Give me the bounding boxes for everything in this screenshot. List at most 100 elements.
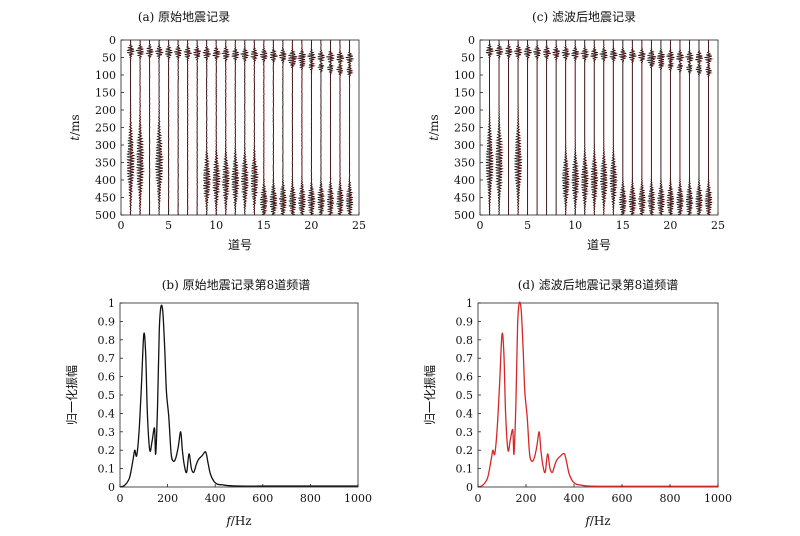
y-tick-label: 50	[102, 52, 116, 65]
x-tick-label: 0	[117, 492, 124, 505]
spectrum-line	[477, 301, 718, 488]
y-tick-label: 100	[95, 69, 116, 82]
trace-wiggle	[637, 40, 646, 216]
trace-wiggle	[154, 39, 164, 216]
trace-wiggle	[504, 39, 513, 215]
x-tick-label: 200	[157, 492, 178, 505]
y-tick-label: 250	[454, 122, 475, 135]
trace-wiggle	[656, 40, 666, 216]
x-tick-label: 400	[205, 492, 226, 505]
y-tick-label: 500	[95, 209, 116, 222]
x-tick-label: 15	[616, 219, 630, 232]
y-tick-label: 0.4	[98, 407, 116, 420]
trace-positive-fill	[225, 39, 231, 216]
y-tick-label: 300	[95, 139, 116, 152]
y-tick-label: 0.3	[98, 426, 116, 439]
y-tick-label: 0.6	[98, 371, 116, 384]
trace-positive-fill	[507, 39, 513, 215]
trace-positive-fill	[263, 39, 269, 215]
y-tick-label: 0.5	[456, 389, 474, 402]
x-tick-label: 0	[118, 219, 125, 232]
trace-wiggle	[221, 39, 231, 216]
trace-wiggle	[580, 40, 589, 216]
panel-d-title: (d) 滤波后地震记录第8道频谱	[518, 278, 679, 292]
panel-b-title: (b) 原始地震记录第8道频谱	[162, 278, 311, 292]
trace-wiggle	[135, 39, 145, 216]
x-tick-label: 400	[564, 492, 585, 505]
trace-wiggle	[240, 39, 249, 216]
trace-wiggle	[307, 39, 316, 216]
panel-a-title: (a) 原始地震记录	[138, 10, 230, 24]
y-tick-label: 400	[95, 174, 116, 187]
y-tick-label: 0.1	[98, 463, 116, 476]
trace-wiggle	[317, 39, 325, 216]
x-tick-label: 1000	[344, 492, 372, 505]
y-tick-label: 0.7	[98, 352, 116, 365]
trace-wiggle	[297, 39, 307, 216]
x-tick-label: 5	[165, 219, 172, 232]
x-axis-label: 道号	[587, 238, 611, 252]
trace-wiggle	[164, 39, 173, 216]
trace-wiggle	[590, 40, 599, 216]
trace-wiggle	[513, 39, 523, 216]
trace-wiggle	[193, 39, 201, 216]
trace-wiggle	[666, 40, 675, 216]
trace-wiggle	[125, 39, 136, 216]
trace-wiggle	[618, 40, 628, 216]
trace-positive-fill	[168, 39, 173, 216]
y-tick-label: 0	[108, 481, 115, 494]
trace-wiggle	[561, 40, 570, 216]
trace-wiggle	[646, 40, 657, 216]
trace-wiggle	[485, 39, 495, 216]
y-tick-label: 50	[461, 52, 475, 65]
x-tick-label: 10	[568, 219, 582, 232]
panel-a-seismic-original: (a) 原始地震记录 0 5 10 15 20 250501001502002503003…	[68, 10, 366, 252]
y-tick-label: 0.8	[98, 334, 116, 347]
x-tick-label: 5	[524, 219, 531, 232]
y-tick-label: 0.8	[456, 334, 474, 347]
spectrum-line	[119, 304, 358, 488]
x-tick-label: 10	[209, 219, 223, 232]
plot-frame	[477, 302, 719, 488]
trace-positive-fill	[622, 40, 628, 216]
y-tick-label: 0	[468, 34, 475, 47]
trace-positive-fill	[527, 39, 532, 215]
panel-b-spectrum-original: (b) 原始地震记录第8道频谱 0 200 400 600 800 1000 0 0.1 0.2…	[64, 278, 372, 528]
x-tick-label: 0	[477, 219, 484, 232]
x-tick-label: 600	[612, 492, 633, 505]
trace-positive-fill	[546, 39, 551, 215]
trace-wiggle	[259, 39, 268, 216]
y-tick-label: 200	[95, 104, 116, 117]
trace-positive-fill	[555, 40, 560, 215]
trace-wiggle	[174, 39, 182, 216]
trace-wiggle	[287, 39, 298, 216]
x-tick-label: 25	[352, 219, 366, 232]
trace-wiggle	[704, 40, 713, 216]
y-tick-label: 100	[454, 69, 475, 82]
x-tick-label: 0	[475, 492, 482, 505]
trace-wiggle	[326, 39, 335, 216]
x-axis-label: f/Hz	[225, 514, 251, 528]
x-tick-label: 800	[660, 492, 681, 505]
trace-wiggle	[599, 40, 608, 216]
panel-d-spectrum-filtered: (d) 滤波后地震记录第8道频谱 0 200 400 600 800 1000 0 0.1 0.…	[422, 278, 732, 528]
y-axis-label: 归一化振幅	[64, 365, 79, 425]
y-tick-label: 150	[454, 87, 475, 100]
x-axis-label: 道号	[228, 238, 252, 252]
trace-wiggle	[675, 40, 684, 216]
y-axis-label: t/ms	[68, 114, 82, 140]
y-tick-label: 350	[454, 157, 475, 170]
trace-wiggle	[552, 40, 560, 215]
trace-wiggle	[336, 39, 345, 216]
trace-wiggle	[212, 39, 221, 216]
y-axis-label: 归一化振幅	[422, 365, 437, 425]
trace-wiggle	[345, 39, 355, 216]
y-tick-label: 0.6	[456, 371, 474, 384]
y-tick-label: 0.2	[98, 444, 116, 457]
y-tick-label: 0.9	[98, 315, 116, 328]
trace-wiggle	[269, 39, 278, 216]
trace-wiggle	[145, 39, 154, 216]
y-tick-label: 0	[109, 34, 116, 47]
trace-wiggle	[570, 40, 580, 216]
trace-wiggle	[250, 39, 259, 216]
